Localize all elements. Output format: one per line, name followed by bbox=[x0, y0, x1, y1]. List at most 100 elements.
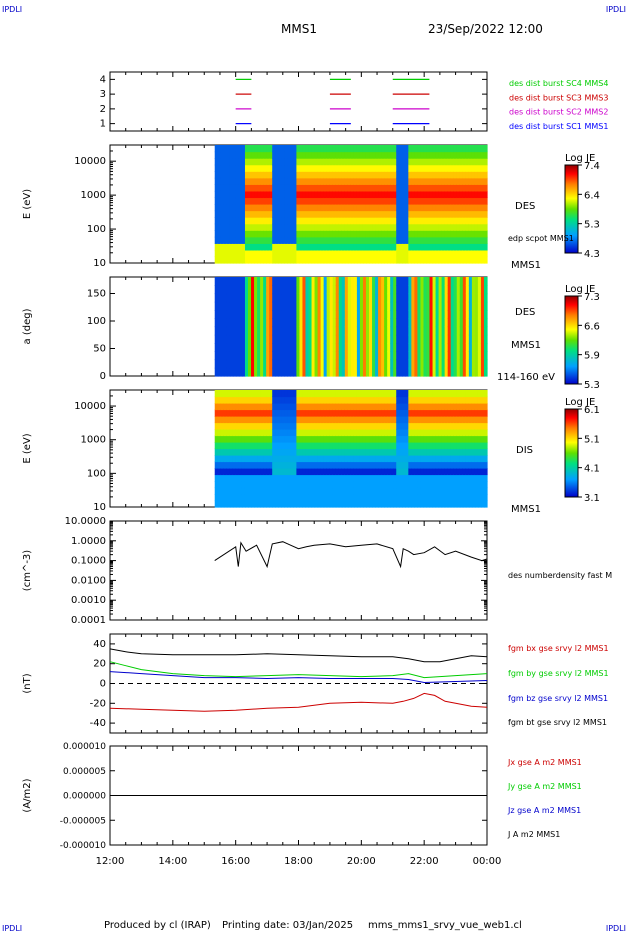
spectrogram-cell bbox=[378, 171, 382, 179]
spectrogram-cell bbox=[465, 359, 470, 369]
spectrogram-cell bbox=[287, 474, 291, 482]
spectrogram-cell bbox=[257, 318, 261, 328]
spectrogram-cell bbox=[468, 448, 473, 456]
spectrogram-cell bbox=[266, 487, 270, 495]
spectrogram-cell bbox=[468, 334, 473, 344]
spectrogram-cell bbox=[462, 468, 467, 476]
spectrogram-cell bbox=[384, 318, 388, 328]
spectrogram-cell bbox=[235, 301, 240, 311]
spectrogram-cell bbox=[450, 448, 455, 456]
spectrogram-cell bbox=[387, 285, 391, 295]
spectrogram-cell bbox=[468, 293, 473, 303]
spectrogram-cell bbox=[229, 326, 234, 336]
spectrogram-cell bbox=[369, 367, 373, 377]
spectrogram-cell bbox=[232, 429, 237, 437]
spectrogram-cell bbox=[462, 442, 467, 450]
spectrogram-cell bbox=[314, 390, 319, 398]
spectrogram-cell bbox=[335, 204, 340, 212]
spectrogram-cell bbox=[369, 223, 373, 231]
spectrogram-cell bbox=[405, 318, 409, 328]
spectrogram-cell bbox=[248, 285, 252, 295]
spectrogram-cell bbox=[414, 190, 419, 199]
spectrogram-cell bbox=[375, 403, 379, 411]
spectrogram-cell bbox=[338, 256, 343, 264]
spectrogram-cell bbox=[241, 190, 246, 199]
spectrogram-cell bbox=[359, 197, 364, 205]
spectrogram-cell bbox=[396, 277, 400, 286]
spectrogram-cell bbox=[266, 326, 270, 336]
spectrogram-cell bbox=[432, 256, 437, 264]
spectrogram-cell bbox=[235, 494, 240, 502]
spectrogram-cell bbox=[480, 429, 485, 437]
spectrogram-cell bbox=[320, 310, 325, 319]
spectrogram-cell bbox=[356, 210, 361, 218]
spectrogram-cell bbox=[417, 351, 422, 361]
spectrogram-cell bbox=[402, 416, 406, 424]
spectrogram-cell bbox=[296, 481, 301, 489]
spectrogram-cell bbox=[272, 301, 276, 311]
spectrogram-cell bbox=[362, 217, 367, 225]
spectrogram-cell bbox=[444, 416, 449, 424]
spectrogram-cell bbox=[241, 474, 246, 482]
spectrogram-cell bbox=[426, 351, 431, 361]
spectrogram-cell bbox=[257, 481, 261, 489]
spectrogram-cell bbox=[375, 151, 379, 159]
spectrogram-cell bbox=[314, 210, 319, 218]
spectrogram-cell bbox=[308, 448, 313, 456]
spectrogram-cell bbox=[326, 164, 331, 172]
spectrogram-cell bbox=[480, 455, 485, 463]
spectrogram-cell bbox=[456, 236, 461, 244]
spectrogram-cell bbox=[480, 230, 485, 238]
spectrogram-cell bbox=[263, 293, 267, 303]
spectrogram-cell bbox=[477, 243, 482, 251]
spectrogram-cell bbox=[456, 293, 461, 303]
spectrogram-cell bbox=[402, 367, 406, 377]
spectrogram-cell bbox=[468, 197, 473, 205]
spectrogram-cell bbox=[287, 217, 291, 225]
spectrogram-cell bbox=[308, 416, 313, 424]
spectrogram-cell bbox=[296, 494, 301, 502]
spectrogram-cell bbox=[387, 396, 391, 404]
spectrogram-cell bbox=[353, 223, 358, 231]
spectrogram-cell bbox=[235, 145, 240, 153]
spectrogram-cell bbox=[420, 468, 425, 476]
spectrogram-cell bbox=[393, 197, 397, 205]
spectrogram-cell bbox=[323, 500, 328, 508]
spectrogram-cell bbox=[387, 351, 391, 361]
spectrogram-cell bbox=[350, 145, 355, 153]
spectrogram-cell bbox=[396, 429, 400, 437]
spectrogram-cell bbox=[435, 494, 440, 502]
spectrogram-cell bbox=[335, 164, 340, 172]
spectrogram-cell bbox=[429, 481, 434, 489]
spectrogram-cell bbox=[414, 494, 419, 502]
spectrogram-cell bbox=[426, 334, 431, 344]
spectrogram-cell bbox=[235, 429, 240, 437]
spectrogram-cell bbox=[275, 422, 279, 430]
spectrogram-cell bbox=[474, 487, 479, 495]
spectrogram-cell bbox=[323, 494, 328, 502]
spectrogram-cell bbox=[341, 236, 346, 244]
spectrogram-cell bbox=[290, 334, 294, 344]
spectrogram-cell bbox=[447, 403, 452, 411]
spectrogram-cell bbox=[311, 293, 316, 303]
spectrogram-cell bbox=[399, 359, 403, 369]
spectrogram-cell bbox=[311, 396, 316, 404]
spectrogram-cell bbox=[378, 184, 382, 192]
spectrogram-cell bbox=[477, 171, 482, 179]
spectrogram-cell bbox=[244, 171, 249, 179]
spectrogram-cell bbox=[456, 403, 461, 411]
spectrogram-cell bbox=[299, 204, 304, 212]
spectrogram-cell bbox=[281, 474, 285, 482]
spectrogram-cell bbox=[263, 164, 267, 172]
spectrogram-cell bbox=[375, 367, 379, 377]
spectrogram-cell bbox=[399, 293, 403, 303]
spectrogram-cell bbox=[284, 230, 288, 238]
spectrogram-cell bbox=[441, 190, 446, 199]
spectrogram-cell bbox=[414, 204, 419, 212]
spectrogram-cell bbox=[369, 481, 373, 489]
spectrogram-cell bbox=[414, 177, 419, 185]
spectrogram-cell bbox=[344, 249, 349, 258]
spectrogram-cell bbox=[308, 403, 313, 411]
spectrogram-cell bbox=[365, 301, 370, 311]
spectrogram-cell bbox=[323, 461, 328, 469]
